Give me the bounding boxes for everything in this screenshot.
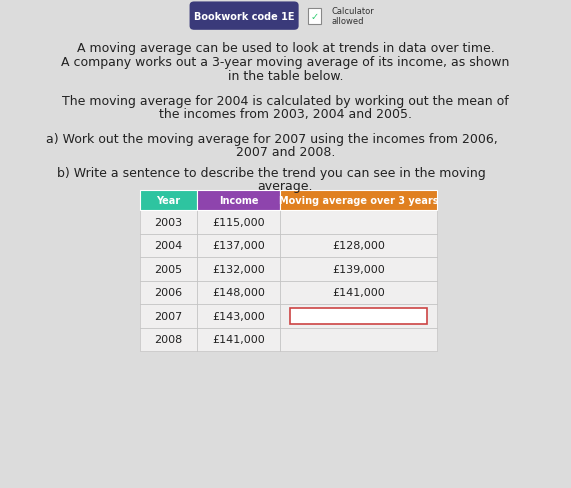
Text: Moving average over 3 years: Moving average over 3 years bbox=[279, 196, 438, 205]
Text: £132,000: £132,000 bbox=[212, 264, 265, 274]
Text: A company works out a 3-year moving average of its income, as shown: A company works out a 3-year moving aver… bbox=[61, 56, 510, 69]
Text: ✓: ✓ bbox=[311, 12, 319, 22]
Text: Calculator
allowed: Calculator allowed bbox=[331, 7, 374, 26]
Text: £115,000: £115,000 bbox=[212, 218, 265, 227]
Text: average.: average. bbox=[258, 180, 313, 193]
Text: in the table below.: in the table below. bbox=[228, 70, 343, 82]
Text: £139,000: £139,000 bbox=[332, 264, 385, 274]
Text: The moving average for 2004 is calculated by working out the mean of: The moving average for 2004 is calculate… bbox=[62, 95, 509, 107]
Text: 2003: 2003 bbox=[154, 218, 183, 227]
Text: 2007 and 2008.: 2007 and 2008. bbox=[236, 146, 335, 159]
Text: £128,000: £128,000 bbox=[332, 241, 385, 251]
Text: £148,000: £148,000 bbox=[212, 288, 265, 298]
Text: £141,000: £141,000 bbox=[212, 335, 265, 345]
Text: 2007: 2007 bbox=[154, 311, 183, 321]
Text: 2004: 2004 bbox=[154, 241, 183, 251]
Text: the incomes from 2003, 2004 and 2005.: the incomes from 2003, 2004 and 2005. bbox=[159, 108, 412, 121]
Text: Year: Year bbox=[156, 196, 180, 205]
Text: A moving average can be used to look at trends in data over time.: A moving average can be used to look at … bbox=[77, 42, 494, 55]
Text: b) Write a sentence to describe the trend you can see in the moving: b) Write a sentence to describe the tren… bbox=[57, 167, 486, 180]
Text: Bookwork code 1E: Bookwork code 1E bbox=[194, 12, 295, 21]
Text: £143,000: £143,000 bbox=[212, 311, 265, 321]
Text: £141,000: £141,000 bbox=[332, 288, 385, 298]
Text: 2005: 2005 bbox=[154, 264, 183, 274]
Text: a) Work out the moving average for 2007 using the incomes from 2006,: a) Work out the moving average for 2007 … bbox=[46, 133, 497, 145]
Text: £137,000: £137,000 bbox=[212, 241, 265, 251]
Text: 2006: 2006 bbox=[154, 288, 183, 298]
Text: 2008: 2008 bbox=[154, 335, 183, 345]
Text: Income: Income bbox=[219, 196, 258, 205]
